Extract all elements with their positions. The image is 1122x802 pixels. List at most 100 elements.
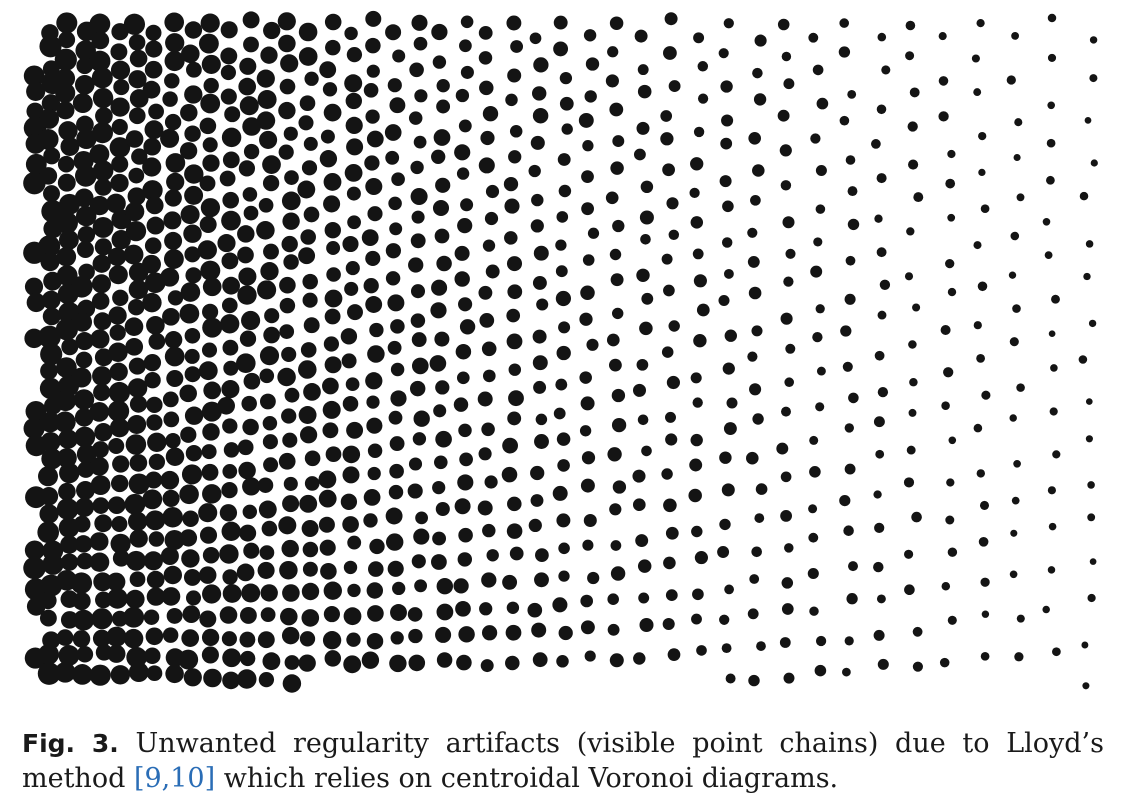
stipple-dot: [89, 13, 111, 35]
stipple-dot: [144, 237, 162, 254]
stipple-dot: [145, 627, 164, 646]
stipple-dot: [282, 674, 302, 693]
stipple-dot: [146, 570, 165, 589]
stipple-dot: [971, 54, 980, 63]
stipple-dot: [127, 378, 148, 398]
stipple-dot: [202, 137, 218, 153]
stipple-dot: [638, 592, 650, 604]
stipple-dot: [145, 471, 163, 489]
stipple-dot: [202, 484, 222, 504]
stipple-dot: [1009, 414, 1017, 422]
stipple-dot: [436, 79, 450, 93]
stipple-dot: [533, 380, 547, 394]
stipple-dot: [324, 356, 342, 374]
stipple-dot: [303, 136, 318, 151]
stipple-dot: [389, 463, 404, 479]
stipple-dot: [609, 653, 624, 668]
stipple-dot: [222, 584, 242, 603]
stipple-dot: [844, 636, 854, 646]
stipple-dot: [76, 128, 97, 150]
stipple-dot: [504, 231, 518, 245]
stipple-dot: [785, 248, 796, 259]
stipple-dot: [410, 313, 426, 328]
stipple-dot: [876, 594, 886, 604]
stipple-dot: [263, 326, 280, 344]
stipple-dot: [260, 46, 278, 64]
stipple-dot: [129, 529, 148, 548]
stipple-dot: [433, 129, 451, 146]
stipple-dot: [689, 458, 703, 472]
stipple-dot: [142, 80, 161, 99]
stipple-dot: [366, 632, 384, 650]
stipple-dot: [256, 69, 275, 88]
stipple-dot: [636, 358, 649, 371]
caption-text-part-2: which relies on centroidal Voronoi diagr…: [215, 763, 839, 794]
stipple-dot: [877, 658, 889, 670]
stipple-dot: [663, 284, 675, 297]
stipple-dot: [431, 554, 447, 570]
stipple-dot: [198, 33, 219, 54]
stipple-dot: [164, 73, 180, 89]
stipple-dot: [367, 605, 384, 622]
stipple-dot: [552, 597, 568, 613]
stipple-dot: [369, 322, 384, 338]
stipple-dot: [532, 86, 547, 101]
stipple-dot: [146, 396, 163, 414]
stipple-dot: [345, 116, 363, 134]
stipple-dot: [277, 367, 296, 387]
stipple-dot: [478, 285, 493, 300]
stipple-dot: [459, 39, 472, 53]
stipple-dot: [607, 46, 619, 58]
stipple-dot: [1050, 364, 1058, 372]
stipple-dot: [1016, 383, 1025, 392]
stipple-dot: [160, 470, 180, 490]
stipple-dot: [76, 57, 93, 75]
stipple-dot: [637, 559, 652, 573]
stipple-dot: [502, 574, 518, 590]
stipple-dot: [323, 581, 342, 600]
stipple-dot: [479, 602, 493, 616]
stipple-dot: [365, 296, 383, 313]
stipple-dot: [508, 363, 522, 376]
stipple-dot: [943, 367, 954, 378]
stipple-dot: [904, 272, 914, 281]
stipple-dot: [42, 307, 61, 326]
stipple-dot: [1009, 570, 1018, 579]
stipple-dot: [202, 317, 223, 338]
stipple-dot: [324, 222, 341, 239]
stipple-dot: [108, 265, 128, 285]
stipple-dot: [977, 281, 988, 292]
stipple-dot: [663, 46, 677, 60]
stipple-dot: [1086, 398, 1093, 405]
stipple-dot: [940, 325, 951, 335]
stipple-dot: [1049, 407, 1058, 416]
stipple-dot: [166, 369, 184, 388]
stipple-dot: [808, 504, 818, 514]
stipple-dot: [181, 549, 200, 568]
stipple-dot: [640, 234, 651, 245]
stipple-dot: [238, 160, 256, 177]
stipple-dot: [810, 265, 823, 278]
stipple-dot: [145, 40, 163, 58]
stipple-dot: [1051, 294, 1060, 304]
stipple-dot: [1079, 191, 1089, 201]
stipple-dot: [580, 594, 594, 608]
stipple-dot: [390, 390, 407, 407]
stipple-dot: [415, 511, 428, 525]
stipple-dot: [722, 200, 734, 213]
stipple-dot: [1047, 566, 1056, 574]
stipple-dot: [612, 480, 627, 494]
stipple-dot: [530, 465, 545, 481]
stipple-dot: [279, 78, 296, 95]
stipple-dot: [747, 255, 760, 268]
citation-link[interactable]: [9,10]: [133, 763, 216, 794]
stipple-dot: [39, 609, 57, 627]
stipple-dot: [1088, 319, 1097, 328]
stipple-dot: [879, 279, 891, 290]
stipple-dot: [1046, 175, 1055, 185]
stipple-dot: [724, 329, 737, 342]
stipple-dot: [180, 205, 200, 225]
stipple-dot: [558, 542, 570, 555]
stipple-dot: [754, 34, 767, 47]
stipple-dot: [92, 441, 109, 458]
